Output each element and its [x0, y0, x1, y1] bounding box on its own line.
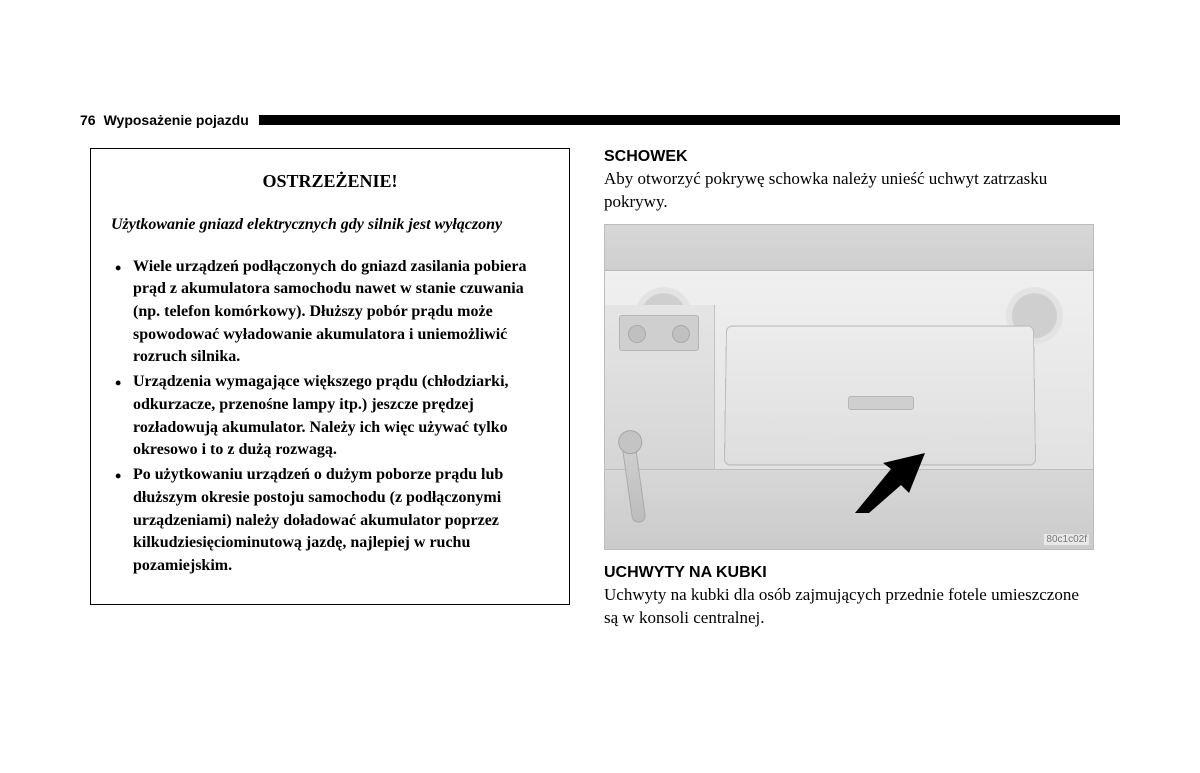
glovebox-figure: 80c1c02f — [604, 224, 1094, 550]
page-number: 76 — [80, 112, 96, 128]
dash-top — [605, 225, 1093, 271]
warning-box: OSTRZEŻENIE! Użytkowanie gniazd elektryc… — [90, 148, 570, 605]
list-item: Po użytkowaniu urządzeń o dużym poborze … — [133, 464, 549, 578]
figure-code: 80c1c02f — [1044, 534, 1089, 545]
pointer-arrow-icon — [855, 453, 925, 513]
heading-schowek: SCHOWEK — [604, 148, 1094, 166]
warning-subtitle: Użytkowanie gniazd elektrycznych gdy sil… — [111, 214, 549, 236]
body-schowek: Aby otworzyć pokrywę schowka należy unie… — [604, 168, 1094, 214]
glovebox-lid — [724, 326, 1036, 466]
list-item: Wiele urządzeń podłączonych do gniazd za… — [133, 256, 549, 370]
floor-area — [605, 469, 1093, 549]
page-header: 76 Wyposażenie pojazdu — [80, 112, 1120, 128]
heading-uchwyty: UCHWYTY NA KUBKI — [604, 564, 1094, 582]
left-column: OSTRZEŻENIE! Użytkowanie gniazd elektryc… — [90, 148, 570, 630]
list-item: Urządzenia wymagające większego prądu (c… — [133, 371, 549, 462]
warning-list: Wiele urządzeń podłączonych do gniazd za… — [111, 256, 549, 578]
radio-unit — [619, 315, 699, 351]
right-column: SCHOWEK Aby otworzyć pokrywę schowka nal… — [604, 148, 1094, 630]
body-uchwyty: Uchwyty na kubki dla osób zajmujących pr… — [604, 584, 1094, 630]
warning-title: OSTRZEŻENIE! — [111, 171, 549, 192]
header-bar — [259, 115, 1120, 125]
section-title: Wyposażenie pojazdu — [104, 112, 249, 128]
